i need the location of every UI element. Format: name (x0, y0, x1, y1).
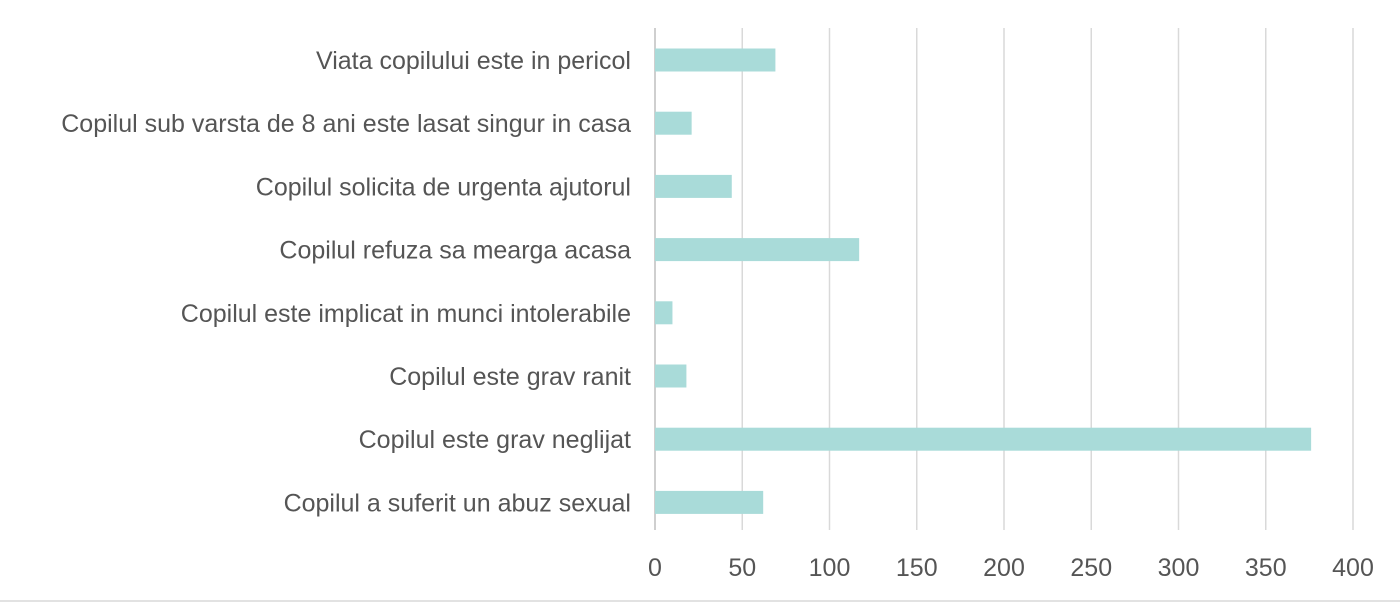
bar-2 (655, 174, 732, 198)
category-label-6: Copilul este grav neglijat (359, 426, 631, 454)
category-label-2: Copilul solicita de urgenta ajutorul (256, 173, 631, 201)
category-label-5: Copilul este grav ranit (389, 363, 631, 391)
bar-0 (655, 48, 776, 72)
x-tick-label-100: 100 (809, 554, 851, 582)
x-tick-label-350: 350 (1245, 554, 1287, 582)
x-tick-labels: 0 50 100 150 200 250 300 350 400 (648, 554, 1374, 582)
category-label-1: Copilul sub varsta de 8 ani este lasat s… (61, 110, 631, 138)
category-label-7: Copilul a suferit un abuz sexual (284, 489, 631, 517)
x-tick-label-200: 200 (983, 554, 1025, 582)
category-label-3: Copilul refuza sa mearga acasa (279, 237, 631, 265)
x-tick-label-0: 0 (648, 554, 662, 582)
gridlines (654, 28, 1354, 530)
bar-6 (655, 427, 1312, 451)
bar-1 (655, 111, 692, 135)
x-tick-label-50: 50 (728, 554, 756, 582)
bar-3 (655, 238, 860, 262)
bar-5 (655, 364, 687, 388)
category-label-0: Viata copilului este in pericol (316, 47, 631, 75)
category-labels: Viata copilului este in pericol Copilul s… (61, 47, 631, 517)
category-label-4: Copilul este implicat in munci intolerab… (181, 300, 631, 328)
bars (655, 48, 1312, 514)
x-tick-label-150: 150 (896, 554, 938, 582)
x-tick-label-300: 300 (1158, 554, 1200, 582)
x-tick-label-250: 250 (1070, 554, 1112, 582)
bar-4 (655, 301, 673, 325)
bar-7 (655, 490, 764, 514)
x-tick-label-400: 400 (1332, 554, 1374, 582)
